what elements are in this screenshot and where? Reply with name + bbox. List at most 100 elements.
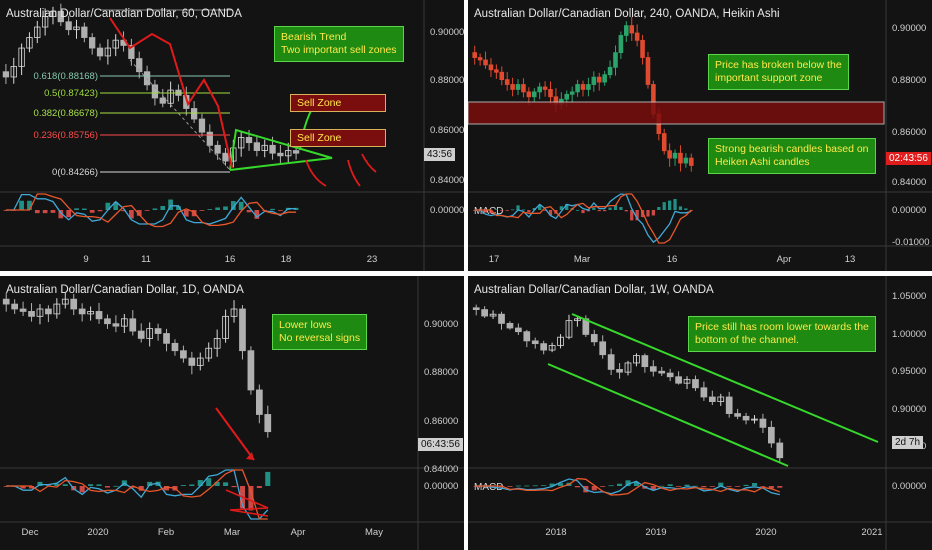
macd-histogram-bar <box>246 210 252 213</box>
macd-histogram-bar <box>692 485 698 487</box>
candle-body <box>73 26 80 31</box>
macd-histogram-bar <box>768 486 774 489</box>
chart-panel-1w[interactable]: 1.050001.000000.950000.900000.850000.000… <box>468 276 932 550</box>
candle-body <box>45 308 52 315</box>
candle-body <box>641 355 649 368</box>
triangle-pattern <box>229 128 333 171</box>
price-axis-label: 0.86000 <box>892 127 926 138</box>
macd-axis-label: 0.00000 <box>424 481 458 492</box>
candle-body <box>261 144 268 151</box>
candle-body <box>574 318 581 322</box>
macd-histogram-bar <box>223 482 229 486</box>
chart-panel-240m[interactable]: 0.90000 0.88000 0.86000 0.84000 0.00000 -0.01… <box>468 0 932 271</box>
macd-line <box>6 469 269 520</box>
macd-histogram-bar <box>684 208 688 210</box>
candle-body <box>708 396 716 402</box>
macd-histogram-bar <box>160 205 166 210</box>
candle-body <box>61 298 69 305</box>
annotation-note: Price has broken below the important sup… <box>708 54 849 90</box>
macd-histogram-bar <box>543 210 547 211</box>
macd-histogram-bar <box>256 486 262 489</box>
candle-body <box>253 142 261 151</box>
macd-histogram-bar <box>613 205 618 210</box>
candle-body <box>661 133 667 152</box>
candle-body <box>2 71 10 78</box>
price-countdown-badge: 2d 7h <box>892 436 924 449</box>
macd-histogram-bar <box>270 208 275 210</box>
macd-histogram-bar <box>265 471 271 486</box>
macd-histogram-bar <box>657 207 661 210</box>
chart-svg-60m[interactable]: 0.90000 0.88000 0.86000 0.84000 0.00000 9 11 16… <box>0 0 464 271</box>
trend-dashed-line <box>129 59 231 171</box>
macd-histogram-bar <box>176 206 181 210</box>
panel-title: Australian Dollar/Canadian Dollar, 1D, O… <box>6 284 244 296</box>
candle-body <box>645 57 651 85</box>
time-axis-label: Apr <box>291 527 306 538</box>
macd-histogram-bar <box>19 200 24 210</box>
candle-body <box>95 311 103 320</box>
candle-body <box>531 340 539 345</box>
time-axis-label: Mar <box>224 527 240 538</box>
time-axis-label: 9 <box>83 254 88 265</box>
macd-histogram-bar <box>600 486 606 487</box>
candle-body <box>154 328 162 334</box>
candle-body <box>104 318 111 325</box>
macd-label: MACD <box>474 206 503 217</box>
macd-histogram-bar <box>42 210 48 214</box>
candle-body <box>196 357 204 366</box>
signal-line <box>474 193 692 244</box>
candle-body <box>624 362 632 373</box>
candle-body <box>213 338 221 349</box>
candle-body <box>112 39 119 49</box>
macd-histogram-bar <box>608 207 612 210</box>
candle-body <box>515 327 522 333</box>
candle-body <box>70 298 78 310</box>
chart-panel-1d[interactable]: 0.90000 0.88000 0.86000 0.84000 0.00000 Dec 20… <box>0 276 464 550</box>
chart-svg-1d[interactable]: 0.90000 0.88000 0.86000 0.84000 0.00000 Dec 20… <box>0 276 464 550</box>
macd-histogram-bar <box>592 207 596 210</box>
macd-histogram-bar <box>81 208 87 210</box>
chart-panel-60m[interactable]: 0.90000 0.88000 0.86000 0.84000 0.00000 9 11 16… <box>0 0 464 271</box>
candle-body <box>683 379 691 384</box>
macd-histogram-bar <box>74 208 79 210</box>
candle-body <box>672 152 678 159</box>
macd-histogram-bar <box>676 486 682 487</box>
macd-histogram-bar <box>668 200 672 210</box>
macd-histogram-bar <box>214 481 220 486</box>
macd-histogram-bar <box>558 483 564 486</box>
time-axis-label: 2020 <box>755 527 776 538</box>
candle-body <box>171 342 179 352</box>
candle-body <box>159 97 166 104</box>
price-axis-label: 0.90000 <box>892 23 926 34</box>
annotation-note: Price still has room lower towards the b… <box>688 316 876 352</box>
price-axis-label: 0.88000 <box>892 75 926 86</box>
candle-body <box>129 318 137 332</box>
candle-body <box>81 26 88 38</box>
candle-body <box>494 69 499 73</box>
macd-histogram-bar <box>248 486 254 511</box>
projected-drop-arrows <box>305 153 377 187</box>
macd-histogram-bar <box>516 205 520 210</box>
candle-body <box>49 10 57 17</box>
candle-body <box>53 303 61 315</box>
chart-svg-240m[interactable]: 0.90000 0.88000 0.86000 0.84000 0.00000 -0.01… <box>468 0 932 271</box>
note-text: Price still has room lower towards the b… <box>695 321 869 346</box>
macd-histogram-bar <box>89 210 95 213</box>
macd-histogram-bar <box>521 209 526 211</box>
price-axis-label: 0.90000 <box>430 27 464 38</box>
candle-body <box>607 354 615 370</box>
macd-histogram-bar <box>199 210 205 211</box>
macd-histogram-bar <box>164 486 170 491</box>
candle-body <box>214 144 221 154</box>
macd-histogram-bar <box>743 484 749 486</box>
candle-body <box>472 307 480 311</box>
candle-body <box>488 64 494 71</box>
downtrend-arrowhead <box>246 452 254 460</box>
candle-body <box>767 426 775 444</box>
candle-body <box>596 76 602 83</box>
panel-title: Australian Dollar/Canadian Dollar, 1W, O… <box>474 284 714 296</box>
macd-histogram-bar <box>565 204 569 210</box>
candle-body <box>629 25 635 34</box>
macd-label: MACD <box>474 482 503 493</box>
candle-body <box>230 308 238 317</box>
